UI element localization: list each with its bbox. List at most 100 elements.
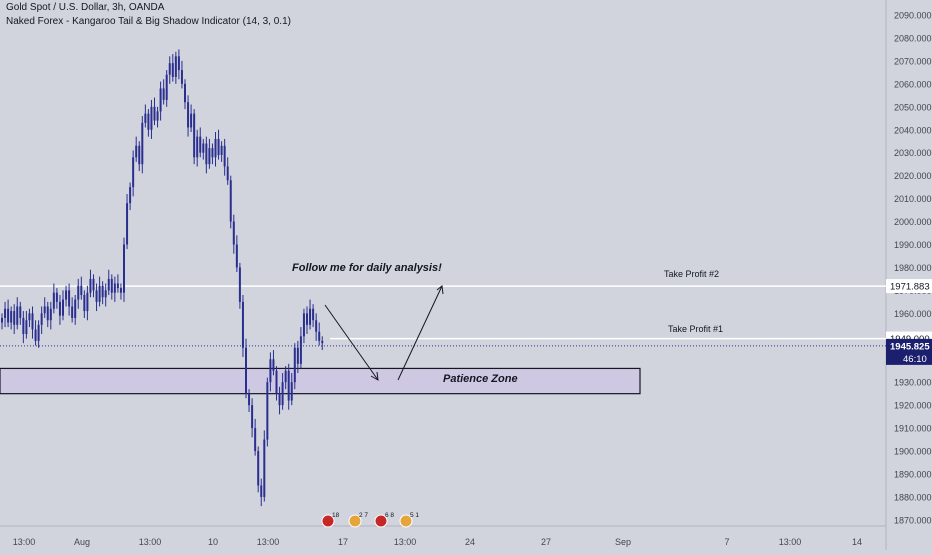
price-tick-label: 2050.000 xyxy=(894,102,932,112)
candle-body xyxy=(272,359,275,371)
time-tick-label: 27 xyxy=(541,537,551,547)
candle-body xyxy=(245,347,247,394)
candle-body xyxy=(165,74,168,100)
time-tick-label: 14 xyxy=(852,537,862,547)
candle-body xyxy=(7,308,10,323)
candle-body xyxy=(132,157,135,188)
event-flag-icon[interactable] xyxy=(348,514,362,528)
down-arrow[interactable] xyxy=(324,304,379,381)
price-tick-label: 2020.000 xyxy=(894,171,932,181)
candle-body xyxy=(10,311,13,323)
event-flag-icon[interactable] xyxy=(399,514,413,528)
event-count: 5 1 xyxy=(410,512,419,519)
candle-body xyxy=(31,313,34,330)
candle-body xyxy=(110,278,113,293)
candle-body xyxy=(315,320,318,332)
event-flag-icon[interactable] xyxy=(374,514,388,528)
candle-body xyxy=(150,106,153,130)
time-tick-label: 13:00 xyxy=(394,537,417,547)
current-price-value: 1945.825 xyxy=(890,341,930,352)
candle-body xyxy=(187,102,190,128)
candle-body xyxy=(77,285,80,300)
time-tick-label: 13:00 xyxy=(139,537,162,547)
candle-body xyxy=(214,138,217,158)
candle-body xyxy=(123,244,125,293)
candle-body xyxy=(299,336,302,364)
candle-body xyxy=(116,283,119,289)
price-axis[interactable] xyxy=(886,0,932,550)
candle-body xyxy=(22,317,25,335)
patience-zone[interactable] xyxy=(0,367,641,395)
candle-body xyxy=(101,285,104,298)
indicator-title: Naked Forex - Kangaroo Tail & Big Shadow… xyxy=(6,16,291,27)
candle-body xyxy=(28,313,31,321)
candle-body xyxy=(129,187,132,204)
candle-body xyxy=(49,308,52,321)
candle-body xyxy=(251,405,254,429)
candle-body xyxy=(208,148,211,165)
candle-body xyxy=(312,308,315,321)
candle-body xyxy=(260,485,263,497)
candle-body xyxy=(193,113,196,158)
price-tick-label: 1990.000 xyxy=(894,240,932,250)
candle-body xyxy=(180,70,183,84)
candle-body xyxy=(1,317,3,323)
candle-body xyxy=(217,138,220,155)
price-tick-label: 2090.000 xyxy=(894,11,932,21)
candle-body xyxy=(196,136,199,158)
follow-note[interactable]: Follow me for daily analysis! xyxy=(292,262,442,274)
candle-body xyxy=(241,301,244,348)
candle-body xyxy=(248,393,251,406)
candle-body xyxy=(226,166,229,181)
candle-body xyxy=(89,278,92,293)
price-tick-label: 1870.000 xyxy=(894,515,932,525)
candle-body xyxy=(177,56,180,71)
price-tick-label: 1900.000 xyxy=(894,447,932,457)
candle-body xyxy=(4,308,7,318)
event-flag-icon[interactable] xyxy=(321,514,335,528)
candle-body xyxy=(205,143,208,165)
candle-body xyxy=(62,299,64,316)
time-tick-label: 24 xyxy=(465,537,475,547)
price-tick-label: 2000.000 xyxy=(894,217,932,227)
candle-body xyxy=(171,63,174,77)
candle-body xyxy=(287,370,290,401)
candle-body xyxy=(162,88,165,100)
candle-body xyxy=(232,221,235,245)
projection-arrows[interactable] xyxy=(324,285,444,381)
price-tick-label: 1960.000 xyxy=(894,309,932,319)
candle-body xyxy=(141,122,144,165)
candle-body xyxy=(16,306,19,325)
candle-body xyxy=(13,311,16,325)
candle-body xyxy=(135,145,138,158)
candle-body xyxy=(107,278,110,291)
candle-body xyxy=(119,288,122,293)
candle-body xyxy=(153,106,156,121)
symbol-title: Gold Spot / U.S. Dollar, 3h, OANDA xyxy=(6,2,165,13)
candle-body xyxy=(211,148,214,158)
time-tick-label: 13:00 xyxy=(13,537,36,547)
candle-body xyxy=(113,283,116,293)
price-tags: 1971.883 1949.000 1945.825 46:10 xyxy=(886,279,932,365)
price-tick-label: 1920.000 xyxy=(894,401,932,411)
event-count: 18 xyxy=(332,512,340,519)
time-tick-label: Sep xyxy=(615,537,631,547)
candle-body xyxy=(80,285,83,295)
economic-events[interactable]: 18 2 7 6 8 5 1 xyxy=(321,512,419,528)
time-tick-label: 17 xyxy=(338,537,348,547)
price-tick-label: 1980.000 xyxy=(894,263,932,273)
event-count: 2 7 xyxy=(359,512,368,519)
candle-body xyxy=(202,143,205,153)
candle-body xyxy=(98,285,101,302)
candle-body xyxy=(263,439,266,497)
patience-zone-label: Patience Zone xyxy=(443,373,518,385)
up-arrow-head xyxy=(436,285,444,295)
candle-body xyxy=(318,331,321,341)
candle-body xyxy=(278,393,281,406)
candle-body xyxy=(223,145,226,167)
price-tick-label: 1880.000 xyxy=(894,492,932,502)
up-arrow[interactable] xyxy=(397,285,443,381)
candle-body xyxy=(43,306,46,314)
